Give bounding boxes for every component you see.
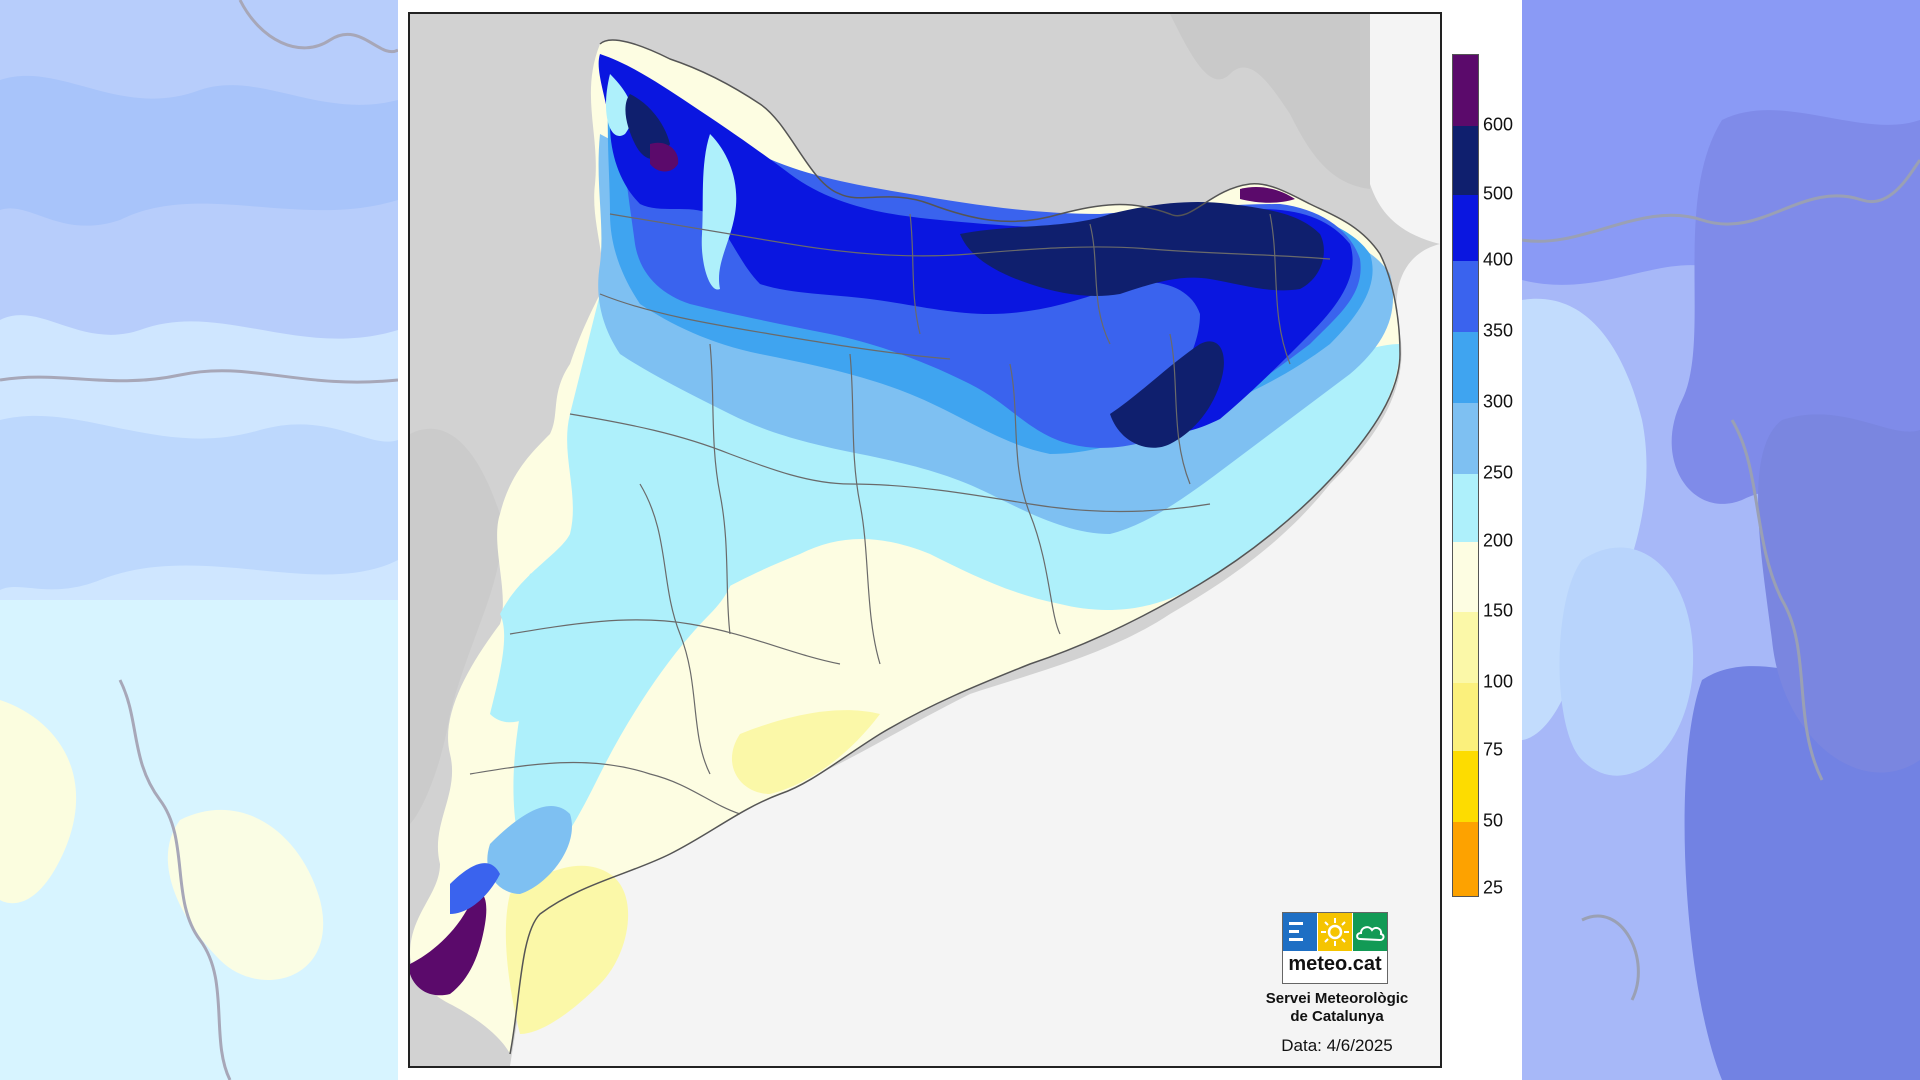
legend-label: 600 bbox=[1483, 114, 1514, 135]
meteocat-logo: meteo.cat bbox=[1282, 912, 1388, 984]
legend-label: 200 bbox=[1483, 530, 1514, 551]
legend-label: 75 bbox=[1483, 739, 1504, 760]
legend-label: 150 bbox=[1483, 600, 1514, 621]
legend-swatch bbox=[1453, 195, 1478, 261]
precipitation-legend: 600 500 400 350 300 250 200 150 100 75 5… bbox=[1452, 54, 1552, 898]
legend-swatch bbox=[1453, 332, 1478, 403]
background-panel-left bbox=[0, 0, 398, 1080]
logo-lines-icon bbox=[1283, 913, 1317, 951]
legend-label: 400 bbox=[1483, 249, 1514, 270]
precipitation-map bbox=[408, 12, 1442, 1068]
legend-label: 25 bbox=[1483, 877, 1504, 898]
legend-label: 300 bbox=[1483, 391, 1514, 412]
organization-line-2: de Catalunya bbox=[1290, 1008, 1384, 1025]
legend-label: 500 bbox=[1483, 183, 1514, 204]
legend-swatch bbox=[1453, 261, 1478, 332]
organization-line-1: Servei Meteorològic bbox=[1265, 990, 1409, 1007]
background-panel-right bbox=[1522, 0, 1920, 1080]
legend-swatch bbox=[1453, 542, 1478, 612]
legend-swatch bbox=[1453, 126, 1478, 195]
cloud-icon bbox=[1353, 913, 1387, 951]
legend-swatch bbox=[1453, 751, 1478, 822]
legend-swatch bbox=[1453, 822, 1478, 896]
legend-swatch bbox=[1453, 55, 1478, 126]
legend-swatch bbox=[1453, 612, 1478, 683]
legend-label: 100 bbox=[1483, 671, 1514, 692]
sun-icon bbox=[1318, 913, 1352, 951]
logo-text: meteo.cat bbox=[1288, 953, 1382, 975]
legend-swatch bbox=[1453, 683, 1478, 751]
legend-swatch bbox=[1453, 474, 1478, 542]
map-date: Data: 4/6/2025 bbox=[1281, 1036, 1393, 1055]
legend-label: 250 bbox=[1483, 462, 1514, 483]
legend-label: 350 bbox=[1483, 320, 1514, 341]
organization-name: Servei Meteorològic de Catalunya bbox=[1232, 990, 1442, 1026]
legend-color-bar bbox=[1452, 54, 1479, 897]
legend-swatch bbox=[1453, 403, 1478, 474]
legend-label: 50 bbox=[1483, 810, 1504, 831]
